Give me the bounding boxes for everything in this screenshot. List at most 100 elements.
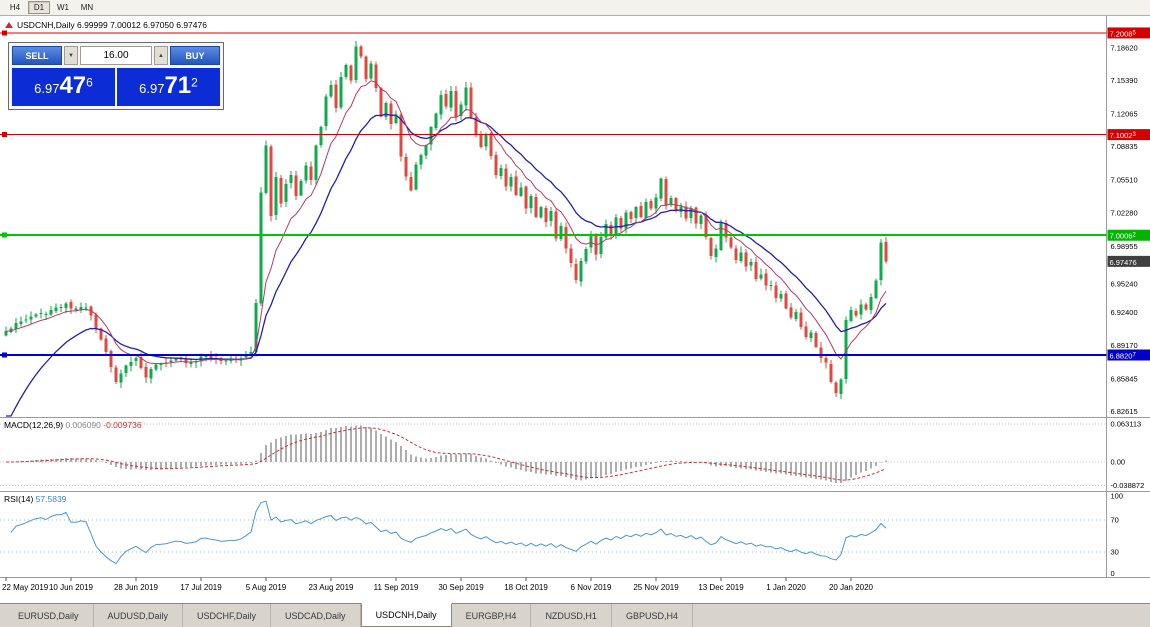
candle-body: [734, 248, 738, 260]
chart-header: USDCNH,Daily 6.99999 7.00012 6.97050 6.9…: [5, 20, 207, 30]
price-level-badge: [1107, 27, 1150, 39]
ma-slow-line[interactable]: [6, 113, 887, 417]
candle-body: [709, 238, 713, 257]
chart-tab-gbpusd-h4[interactable]: GBPUSD,H4: [612, 604, 693, 627]
candle-body: [114, 367, 118, 383]
macd-name: MACD(12,26,9): [4, 420, 64, 430]
date-axis[interactable]: 22 May 2019 10 Jun 2019 28 Jun 2019 17 Jul …: [2, 577, 874, 593]
candle-body: [489, 133, 493, 157]
candle-body: [379, 88, 383, 117]
chart-tab-usdcnh-daily[interactable]: USDCNH,Daily: [360, 603, 452, 627]
rsi-indicator-label: RSI(14) 57.5839: [4, 494, 66, 504]
candle-body: [134, 358, 138, 361]
candle-body: [34, 314, 38, 317]
candle-body: [499, 168, 503, 176]
volume-input[interactable]: [80, 46, 152, 65]
macd-histogram: [10, 425, 887, 484]
candle-body: [764, 273, 768, 286]
candle-body: [704, 215, 708, 237]
rsi-name: RSI(14): [4, 494, 34, 504]
candle-body: [849, 309, 853, 322]
candle-body: [864, 304, 868, 310]
timeframe-button-mn[interactable]: MN: [76, 1, 98, 14]
candle-body: [334, 84, 338, 109]
candle-body: [309, 166, 313, 180]
macd-signal-value: -0.009736: [103, 420, 142, 430]
hline-handle[interactable]: [2, 352, 7, 358]
candle-body: [684, 206, 688, 219]
candle-body: [284, 184, 288, 203]
candle-body: [184, 359, 188, 364]
hline-handle[interactable]: [2, 132, 7, 138]
candle-body: [759, 274, 763, 279]
ma-fast-line[interactable]: [5, 80, 887, 365]
chart-tab-usdchf-daily[interactable]: USDCHF,Daily: [183, 604, 272, 627]
timeframe-button-w1[interactable]: W1: [52, 1, 74, 14]
hline-handle[interactable]: [2, 30, 7, 36]
trade-prices-row: 6.97476 6.97712: [12, 68, 220, 106]
candle-body: [419, 154, 423, 165]
buy-button[interactable]: BUY: [170, 46, 220, 65]
chart-tab-eurgbp-h4[interactable]: EURGBP,H4: [452, 604, 532, 627]
candle-body: [609, 225, 613, 235]
candle-body: [84, 307, 88, 309]
hline-handle[interactable]: [2, 232, 7, 238]
svg-text:30: 30: [1111, 548, 1119, 557]
candle-body: [529, 196, 533, 208]
candle-body: [14, 323, 18, 329]
candle-body: [674, 197, 678, 212]
candle-body: [844, 319, 848, 379]
candle-body: [119, 373, 123, 383]
candle-body: [464, 87, 468, 106]
chart-canvas[interactable]: 7.18620 7.15390 7.12065 7.08835 7.05510 7.022…: [0, 16, 1150, 603]
candle-body: [304, 165, 308, 181]
volume-decrease-button[interactable]: ▼: [64, 46, 78, 65]
price-axis[interactable]: 7.18620 7.15390 7.12065 7.08835 7.05510 7.022…: [1107, 27, 1150, 416]
candle-body: [429, 127, 433, 145]
chart-tab-eurusd-daily[interactable]: EURUSD,Daily: [4, 604, 94, 627]
candle-body: [144, 367, 148, 378]
timeframe-button-d1[interactable]: D1: [28, 1, 50, 14]
chart-tab-usdcad-daily[interactable]: USDCAD,Daily: [271, 604, 361, 627]
candle-body: [129, 361, 133, 366]
candle-body: [364, 56, 368, 80]
candle-body: [549, 211, 553, 222]
candle-body: [469, 87, 473, 118]
candle-body: [774, 285, 778, 298]
candle-body: [874, 280, 878, 299]
volume-increase-button[interactable]: ▲: [154, 46, 168, 65]
candle-body: [319, 127, 323, 145]
candle-body: [449, 91, 453, 108]
candle-body: [699, 215, 703, 224]
candle-body: [869, 297, 873, 310]
candle-body: [854, 310, 858, 316]
chart-tab-bar: EURUSD,Daily AUDUSD,Daily USDCHF,Daily USDC…: [0, 603, 1150, 627]
buy-price-display[interactable]: 6.97712: [117, 68, 220, 106]
candle-body: [154, 364, 158, 370]
rsi-value: 57.5839: [35, 494, 67, 504]
sell-button[interactable]: SELL: [12, 46, 62, 65]
timeframe-button-h4[interactable]: H4: [4, 1, 26, 14]
candle-body: [534, 196, 538, 217]
date-tick-label: 28 Jun 2019: [114, 583, 159, 592]
date-tick-label: 20 Jan 2020: [829, 583, 874, 592]
candle-body: [294, 175, 298, 196]
svg-text:0.00: 0.00: [1111, 458, 1126, 467]
macd-signal-line: [6, 427, 887, 481]
chart-tab-nzdusd-h1[interactable]: NZDUSD,H1: [531, 604, 612, 627]
candle-body: [809, 332, 813, 339]
candle-body: [104, 338, 108, 352]
candle-body: [654, 197, 658, 209]
collapse-panel-icon[interactable]: [5, 22, 13, 28]
sell-price-display[interactable]: 6.97476: [12, 68, 115, 106]
candle-body: [54, 307, 58, 311]
macd-indicator-label: MACD(12,26,9) 0.006090 -0.009736: [4, 420, 142, 430]
date-tick-label: 1 Jan 2020: [766, 583, 806, 592]
buy-price-big: 6.97: [139, 81, 165, 96]
candle-body: [834, 382, 838, 393]
candle-body: [299, 181, 303, 196]
chart-tab-audusd-daily[interactable]: AUDUSD,Daily: [94, 604, 184, 627]
candle-body: [794, 312, 798, 319]
date-tick-label: 25 Nov 2019: [633, 583, 679, 592]
